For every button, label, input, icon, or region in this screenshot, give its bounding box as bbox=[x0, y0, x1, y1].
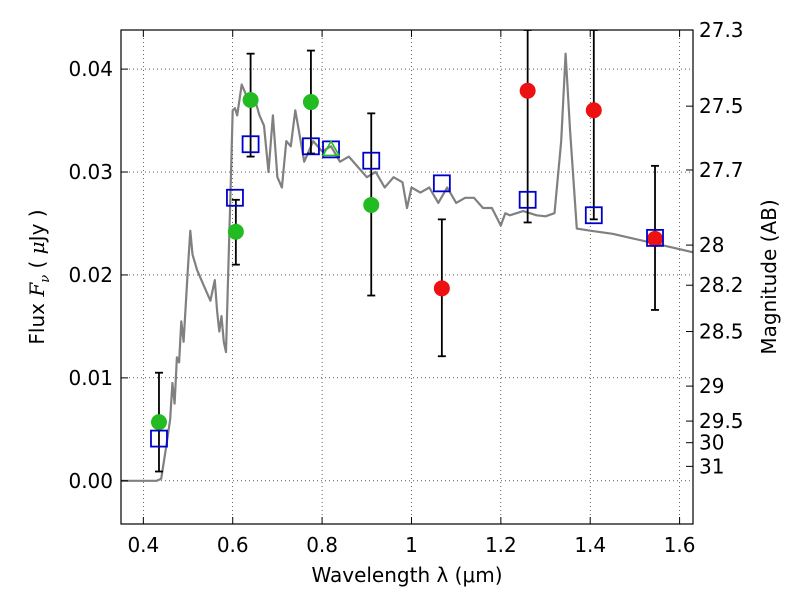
y-tick-label: 0.04 bbox=[68, 57, 113, 81]
x-axis-label: Wavelength λ (μm) bbox=[311, 563, 502, 587]
green-data-point bbox=[150, 414, 167, 431]
model-square-marker bbox=[150, 429, 168, 448]
green-data-point bbox=[227, 223, 244, 240]
y-label-f: F bbox=[25, 282, 49, 298]
y-tick-label: 0.00 bbox=[68, 469, 113, 493]
y-label-jy: Jy ) bbox=[25, 209, 49, 243]
x-tick-label: 1.4 bbox=[574, 533, 606, 557]
plot-area bbox=[121, 30, 693, 482]
y-tick-label: 0.03 bbox=[68, 160, 113, 184]
y-label-flux: Flux bbox=[25, 297, 49, 345]
model-square-marker bbox=[584, 206, 603, 225]
sed-model-line bbox=[121, 52, 693, 482]
x-tick-label: 1.2 bbox=[485, 533, 517, 557]
red-data-point bbox=[647, 230, 664, 247]
y2-tick-label: 29.5 bbox=[699, 409, 744, 433]
y-label-nu: ν bbox=[38, 275, 53, 283]
y2-tick-label: 27.7 bbox=[699, 158, 744, 182]
x-tick-label: 1.6 bbox=[664, 533, 696, 557]
red-data-point bbox=[433, 280, 450, 297]
y2-tick-label: 31 bbox=[699, 454, 724, 478]
x-tick-label: 0.6 bbox=[217, 533, 249, 557]
y-tick-label: 0.02 bbox=[68, 263, 113, 287]
red-data-point bbox=[519, 82, 536, 99]
green-data-point bbox=[242, 91, 259, 108]
error-bar bbox=[523, 30, 532, 224]
y2-tick-label: 28.2 bbox=[699, 273, 744, 297]
y2-tick-label: 28 bbox=[699, 233, 724, 257]
x-tick-label: 1 bbox=[405, 533, 418, 557]
green-data-point bbox=[302, 94, 319, 111]
model-square-marker bbox=[241, 135, 260, 154]
triangle-marker bbox=[321, 139, 341, 157]
model-square-marker bbox=[432, 174, 451, 193]
grid bbox=[121, 30, 693, 524]
y-label-mu: μ bbox=[25, 241, 49, 254]
model-square-marker bbox=[226, 188, 244, 207]
y2-tick-label: 29 bbox=[699, 374, 724, 398]
y2-tick-label: 30 bbox=[699, 431, 724, 455]
model-square-marker bbox=[362, 151, 381, 170]
red-data-point bbox=[585, 102, 602, 119]
y-tick-label: 0.01 bbox=[68, 366, 113, 390]
green-data-point bbox=[363, 196, 380, 213]
y2-tick-label: 28.5 bbox=[699, 320, 744, 344]
error-bar bbox=[589, 30, 598, 221]
y2-tick-label: 27.3 bbox=[699, 18, 744, 42]
y-axis-label: Flux Fν ( μJy ) bbox=[25, 209, 53, 344]
y2-axis-label: Magnitude (AB) bbox=[757, 199, 781, 354]
model-square-marker bbox=[302, 137, 320, 156]
x-tick-label: 0.4 bbox=[127, 533, 159, 557]
ticks: 0.4 0.6 0.8 1 1.2 1.4 1.6 0.00 0.01 0.02 0.03 0.04 2… bbox=[68, 18, 743, 557]
y2-tick-label: 27.5 bbox=[699, 94, 744, 118]
plot-frame bbox=[120, 29, 694, 525]
x-tick-label: 0.8 bbox=[306, 533, 338, 557]
model-square-marker bbox=[518, 190, 537, 209]
y-label-open: ( bbox=[25, 254, 49, 275]
model-square-marker bbox=[646, 228, 664, 247]
